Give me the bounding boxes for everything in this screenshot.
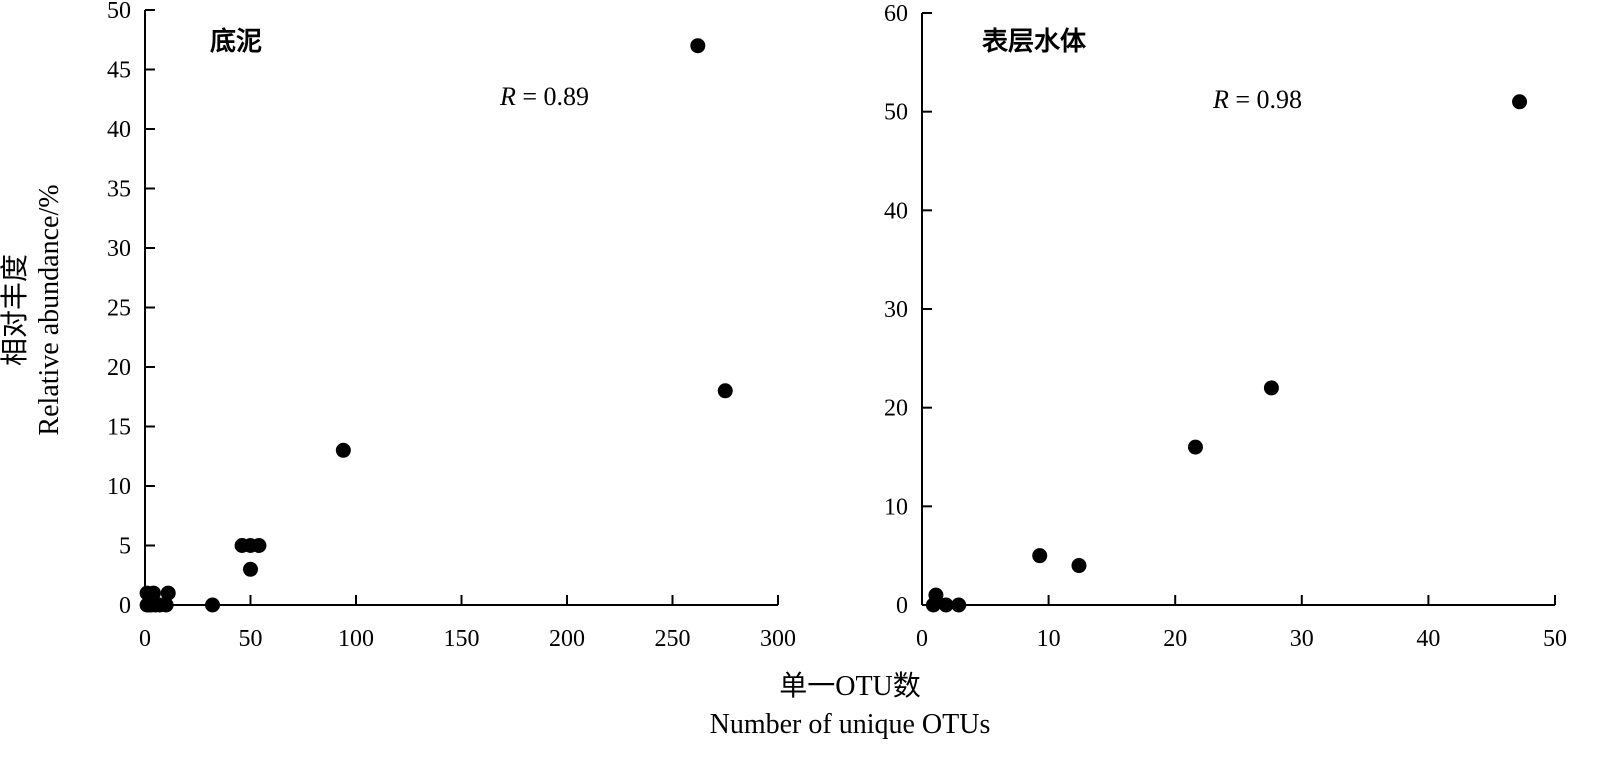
data-point (1263, 380, 1279, 396)
x-tick-label: 50 (1543, 626, 1567, 652)
x-tick-label: 20 (1163, 626, 1187, 652)
y-axis-title: 相对丰度 Relative abundance/% (0, 184, 65, 435)
x-axis-title: 单一OTU数 Number of unique OTUs (710, 670, 991, 740)
y-tick-label: 50 (107, 0, 131, 24)
y-tick-label: 60 (884, 1, 908, 27)
data-point (205, 597, 221, 613)
panel-title: 底泥 (210, 26, 262, 56)
y-tick-label: 20 (884, 396, 908, 422)
y-tick-label: 50 (884, 100, 908, 126)
y-tick-label: 45 (107, 58, 131, 84)
x-tick-label: 30 (1290, 626, 1314, 652)
x-tick-label: 200 (549, 626, 585, 652)
y-axis-title-cn: 相对丰度 (0, 254, 31, 366)
panel-surface-water: 0 10 20 30 40 50 60 0 10 20 30 40 50 表层水体 R = 0.98 (884, 1, 1567, 652)
data-point (1512, 94, 1528, 110)
y-tick-label: 5 (119, 534, 131, 560)
y-tick-label: 30 (884, 297, 908, 323)
data-point (938, 597, 954, 613)
r-annotation: R = 0.89 (499, 82, 589, 111)
y-tick-label: 0 (896, 593, 908, 619)
x-tick-label: 300 (760, 626, 796, 652)
data-point (951, 597, 967, 613)
x-axis-title-en: Number of unique OTUs (710, 709, 991, 740)
data-point (1032, 548, 1048, 564)
x-tick-label: 250 (655, 626, 691, 652)
data-point (1187, 439, 1203, 455)
panel-title: 表层水体 (982, 27, 1087, 56)
x-axis-title-cn: 单一OTU数 (779, 670, 921, 702)
data-point (928, 587, 944, 603)
data-point (690, 38, 706, 54)
y-tick-label: 25 (107, 296, 131, 322)
data-point (160, 585, 176, 601)
data-point (145, 585, 161, 601)
x-tick-label: 50 (239, 626, 263, 652)
y-tick-label: 15 (107, 415, 131, 441)
y-tick-label: 0 (119, 593, 131, 619)
y-tick-label: 35 (107, 177, 131, 203)
panel-sediment: 0 5 10 15 20 25 30 35 40 45 50 0 50 100 150 200 250 300 底泥… (107, 0, 796, 652)
y-tick-label: 30 (107, 236, 131, 262)
y-tick-label: 40 (884, 198, 908, 224)
x-tick-label: 0 (139, 626, 151, 652)
x-tick-label: 150 (444, 626, 480, 652)
data-point (158, 597, 174, 613)
x-tick-label: 0 (916, 626, 928, 652)
data-point (243, 561, 258, 577)
y-tick-label: 40 (107, 117, 131, 143)
x-tick-label: 10 (1037, 626, 1061, 652)
r-annotation: R = 0.98 (1212, 85, 1302, 114)
y-axis-title-en: Relative abundance/% (34, 184, 65, 435)
y-tick-label: 20 (107, 355, 131, 381)
y-tick-label: 10 (884, 494, 908, 520)
y-tick-label: 10 (107, 474, 131, 500)
x-tick-label: 40 (1416, 626, 1440, 652)
data-point (251, 538, 267, 553)
data-point (1071, 558, 1087, 574)
data-point (717, 383, 733, 399)
x-tick-label: 100 (338, 626, 374, 652)
data-point (335, 442, 351, 458)
